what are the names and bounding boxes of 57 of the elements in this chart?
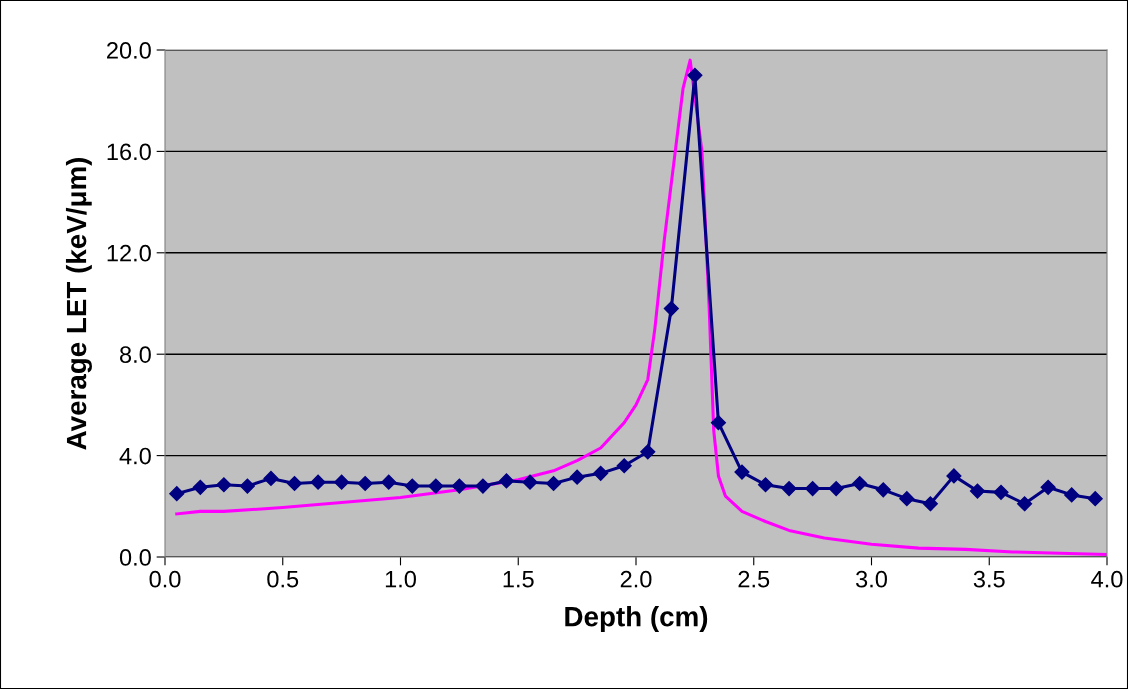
point — [475, 478, 491, 494]
point — [687, 67, 703, 83]
x-tick-label: 4.0 — [1091, 570, 1123, 588]
point — [169, 486, 185, 502]
point — [593, 465, 609, 481]
point — [757, 477, 774, 493]
point — [663, 300, 679, 317]
point — [569, 469, 585, 485]
point — [263, 470, 279, 486]
point — [404, 478, 420, 494]
point — [546, 475, 562, 492]
point — [946, 468, 962, 484]
y-tick-label: 20.0 — [107, 42, 151, 59]
y-tick-label: 0.0 — [119, 549, 151, 566]
x-tick-label: 2.5 — [738, 570, 770, 588]
x-tick-label: 3.0 — [855, 570, 887, 588]
point — [381, 474, 397, 490]
y-tick-label: 4.0 — [119, 447, 151, 465]
point — [734, 464, 750, 480]
point — [828, 480, 844, 497]
x-tick-label: 3.5 — [973, 570, 1005, 588]
x-tick-label: 0.0 — [149, 570, 181, 588]
point — [781, 480, 797, 497]
point — [899, 491, 915, 507]
point — [334, 474, 350, 490]
point — [875, 482, 891, 498]
point — [192, 479, 208, 495]
point — [522, 474, 538, 490]
y-axis-title: Average LET (keV/μm) — [65, 157, 92, 450]
x-tick-label: 2.0 — [620, 570, 652, 588]
point — [216, 477, 232, 493]
x-tick-label: 0.5 — [267, 570, 299, 588]
point — [852, 475, 868, 492]
point — [357, 475, 373, 492]
point — [1017, 496, 1033, 512]
point — [640, 444, 656, 460]
point — [498, 473, 515, 489]
point — [286, 475, 303, 492]
y-tick-label: 12.0 — [107, 244, 151, 262]
x-tick-label: 1.5 — [503, 571, 534, 588]
y-tick-label: 8.0 — [120, 346, 151, 363]
point — [616, 458, 632, 474]
point — [239, 478, 255, 494]
point — [1087, 491, 1103, 507]
point — [993, 484, 1009, 500]
y-tick-label: 16.0 — [107, 143, 151, 161]
point — [922, 496, 938, 512]
point — [428, 478, 444, 494]
point — [1040, 479, 1056, 495]
point — [969, 483, 986, 499]
x-tick-label: 1.0 — [385, 570, 416, 588]
point — [310, 474, 326, 490]
point — [805, 480, 821, 497]
point — [710, 415, 726, 431]
x-axis-title: Depth (cm) — [565, 606, 708, 632]
point — [451, 478, 467, 494]
point — [1064, 487, 1080, 503]
